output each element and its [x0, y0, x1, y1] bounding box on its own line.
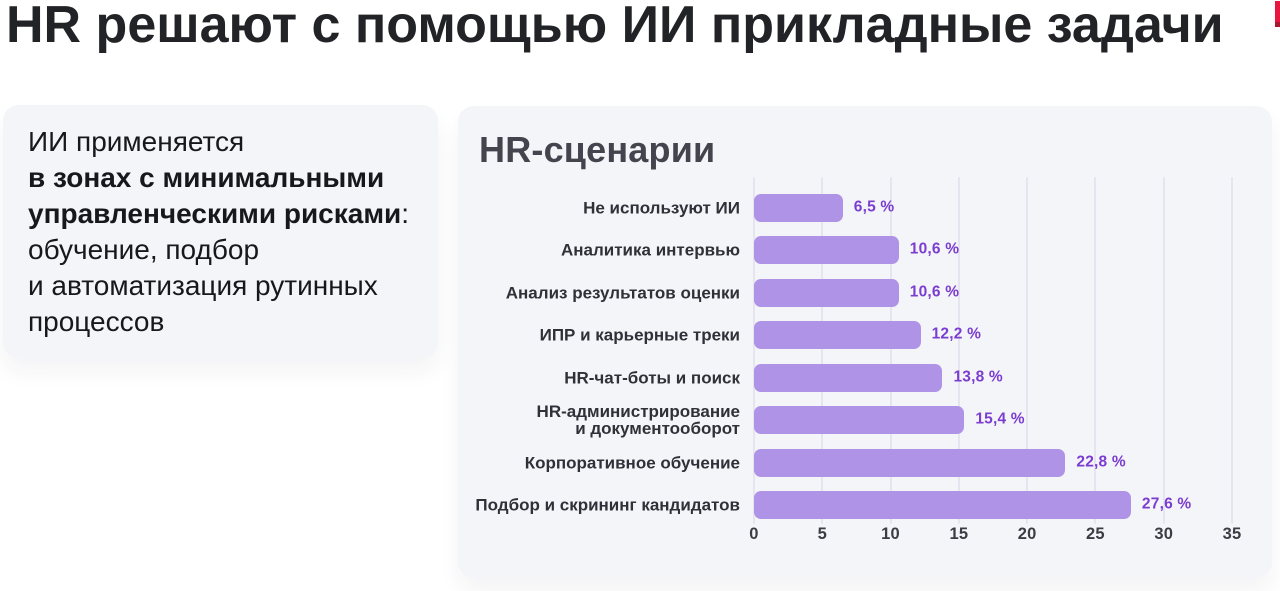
- info-card-line: обучение, подбор: [28, 232, 413, 268]
- bar-row: Не используют ИИ 6,5 %: [458, 187, 1272, 230]
- chart-card: HR-сценарии Не используют ИИ 6,5 % Аналити…: [458, 106, 1272, 578]
- value-label: 15,4 %: [975, 410, 1025, 428]
- grid-line: [753, 177, 755, 524]
- logo-fragment-shade: [1275, 22, 1280, 27]
- value-label: 13,8 %: [953, 368, 1003, 386]
- info-card-line-span: :: [401, 198, 410, 229]
- bar: [754, 193, 843, 222]
- info-card-line-span: ИИ применяется: [28, 126, 245, 157]
- x-tick-label: 20: [1017, 525, 1037, 543]
- x-axis: 0 5 10 15 20 25 30 35: [749, 106, 1241, 578]
- bar-row: Анализ результатов оценки 10,6 %: [458, 272, 1272, 315]
- value-label: 10,6 %: [909, 240, 960, 258]
- info-card-line-span: и автоматизация рутинных: [28, 270, 378, 301]
- grid-line: [1231, 177, 1233, 524]
- x-tick-label: 15: [949, 525, 969, 543]
- category-label: HR-чат-боты и поиск: [564, 368, 740, 388]
- info-card-line: процессов: [28, 304, 413, 340]
- x-tick-label: 0: [749, 525, 759, 543]
- grid-line: [1026, 177, 1029, 524]
- x-tick-label: 25: [1086, 525, 1105, 543]
- grid-line: [1162, 177, 1165, 524]
- category-label: Анализ результатов оценки: [505, 283, 740, 303]
- x-tick-label: 30: [1154, 525, 1174, 543]
- bar: [754, 278, 899, 307]
- bar: [754, 448, 1066, 477]
- info-card-line: управленческими рисками:: [28, 196, 413, 232]
- bar-row: Аналитика интервью 10,6 %: [458, 229, 1272, 272]
- bar: [754, 491, 1131, 520]
- info-card-line-span: в зонах с минимальными: [28, 162, 385, 193]
- category-label: HR-администрирование и документооборот: [536, 402, 740, 439]
- bar-row: ИПР и карьерные треки 12,2 %: [458, 314, 1272, 357]
- info-card-line: в зонах с минимальными: [28, 160, 413, 196]
- category-label: Не используют ИИ: [583, 198, 740, 218]
- category-label: Аналитика интервью: [560, 240, 740, 260]
- category-label: ИПР и карьерные треки: [539, 325, 740, 345]
- bar-row: HR-администрирование и документооборот 15…: [458, 399, 1272, 442]
- value-label: 6,5 %: [853, 198, 895, 216]
- bar: [754, 406, 965, 435]
- bar: [754, 236, 899, 265]
- info-card-line: и автоматизация рутинных: [28, 268, 413, 304]
- chart-title: HR-сценарии: [479, 129, 716, 170]
- grid-line: [821, 177, 824, 524]
- page-title: HR решают с помощью ИИ прикладные задачи: [6, 0, 1224, 54]
- bar-row: Корпоративное обучение 22,8 %: [458, 442, 1272, 485]
- grid-line: [957, 177, 960, 524]
- info-card: ИИ применяется в зонах с минимальными упра…: [3, 105, 438, 358]
- value-label: 10,6 %: [909, 283, 960, 301]
- category-label: Подбор и скрининг кандидатов: [475, 495, 740, 515]
- value-label: 22,8 %: [1076, 453, 1126, 471]
- info-card-line-span: управленческими рисками: [28, 198, 402, 229]
- x-tick-label: 35: [1222, 525, 1242, 543]
- bar-row: Подбор и скрининг кандидатов 27,6 %: [458, 484, 1272, 527]
- bar: [754, 363, 943, 392]
- grid-line: [889, 177, 892, 524]
- info-card-line-span: обучение, подбор: [28, 234, 260, 265]
- grid-line: [1094, 177, 1097, 524]
- info-card-line: ИИ применяется: [28, 124, 413, 160]
- category-label: Корпоративное обучение: [524, 453, 740, 473]
- bar-row: HR-чат-боты и поиск 13,8 %: [458, 357, 1272, 400]
- x-tick-label: 10: [881, 525, 900, 543]
- bar: [754, 321, 921, 350]
- x-tick-label: 5: [817, 525, 827, 543]
- info-card-text: ИИ применяется в зонах с минимальными упра…: [28, 124, 413, 340]
- value-label: 12,2 %: [931, 325, 982, 343]
- info-card-line-span: процессов: [28, 306, 165, 337]
- value-label: 27,6 %: [1141, 495, 1192, 513]
- logo-fragment: [1275, 1, 1280, 27]
